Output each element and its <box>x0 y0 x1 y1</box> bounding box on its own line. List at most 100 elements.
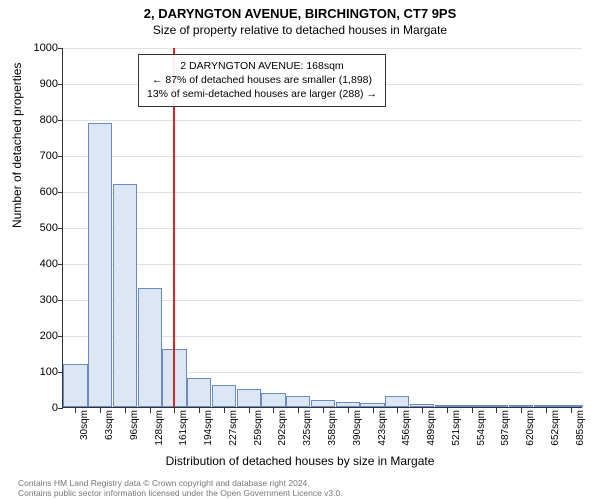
xtick-label: 325sqm <box>302 410 313 446</box>
callout-line: ← 87% of detached houses are smaller (1,… <box>147 73 377 87</box>
gridline <box>63 120 582 121</box>
xtick-label: 161sqm <box>178 410 189 446</box>
annotation-callout: 2 DARYNGTON AVENUE: 168sqm ← 87% of deta… <box>138 54 386 107</box>
histogram-bar <box>509 405 533 407</box>
x-axis-label: Distribution of detached houses by size … <box>0 454 600 468</box>
ytick-label: 700 <box>24 150 58 162</box>
xtick-label: 128sqm <box>154 410 165 446</box>
ytick-mark <box>58 84 63 85</box>
xtick-label: 456sqm <box>401 410 412 446</box>
ytick-label: 300 <box>24 294 58 306</box>
callout-line: 13% of semi-detached houses are larger (… <box>147 87 377 101</box>
gridline <box>63 228 582 229</box>
ytick-mark <box>58 408 63 409</box>
xtick-mark <box>273 408 274 413</box>
gridline <box>63 192 582 193</box>
xtick-mark <box>249 408 250 413</box>
histogram-bar <box>410 404 434 407</box>
footer-line: Contains public sector information licen… <box>18 488 343 498</box>
xtick-mark <box>100 408 101 413</box>
xtick-label: 292sqm <box>277 410 288 446</box>
xtick-mark <box>199 408 200 413</box>
xtick-label: 63sqm <box>104 410 115 440</box>
histogram-bar <box>138 288 162 407</box>
xtick-label: 358sqm <box>327 410 338 446</box>
xtick-mark <box>571 408 572 413</box>
histogram-bar <box>88 123 112 407</box>
ytick-label: 0 <box>24 402 58 414</box>
histogram-bar <box>558 405 582 407</box>
xtick-mark <box>521 408 522 413</box>
xtick-mark <box>298 408 299 413</box>
xtick-mark <box>125 408 126 413</box>
histogram-bar <box>459 405 483 407</box>
xtick-mark <box>546 408 547 413</box>
histogram-bar <box>237 389 261 407</box>
histogram-bar <box>261 393 285 407</box>
ytick-label: 800 <box>24 114 58 126</box>
histogram-bar <box>484 405 508 407</box>
ytick-mark <box>58 156 63 157</box>
xtick-label: 652sqm <box>550 410 561 446</box>
xtick-label: 96sqm <box>129 410 140 440</box>
xtick-label: 423sqm <box>377 410 388 446</box>
ytick-mark <box>58 336 63 337</box>
histogram-bar <box>286 396 310 407</box>
ytick-mark <box>58 264 63 265</box>
callout-line: 2 DARYNGTON AVENUE: 168sqm <box>147 59 377 73</box>
y-axis-label: Number of detached properties <box>10 63 24 228</box>
xtick-mark <box>496 408 497 413</box>
ytick-mark <box>58 192 63 193</box>
ytick-label: 600 <box>24 186 58 198</box>
ytick-label: 1000 <box>24 42 58 54</box>
footer-line: Contains HM Land Registry data © Crown c… <box>18 478 343 488</box>
histogram-bar <box>113 184 137 407</box>
xtick-label: 521sqm <box>451 410 462 446</box>
gridline <box>63 156 582 157</box>
xtick-label: 259sqm <box>253 410 264 446</box>
histogram-bar <box>311 400 335 407</box>
histogram-bar <box>336 402 360 407</box>
xtick-label: 587sqm <box>500 410 511 446</box>
attribution-footer: Contains HM Land Registry data © Crown c… <box>18 478 343 498</box>
histogram-bar <box>534 405 558 407</box>
gridline <box>63 264 582 265</box>
xtick-label: 685sqm <box>575 410 586 446</box>
xtick-mark <box>422 408 423 413</box>
page-title: 2, DARYNGTON AVENUE, BIRCHINGTON, CT7 9P… <box>0 0 600 21</box>
xtick-label: 620sqm <box>525 410 536 446</box>
ytick-mark <box>58 300 63 301</box>
ytick-label: 500 <box>24 222 58 234</box>
ytick-label: 900 <box>24 78 58 90</box>
histogram-bar <box>360 403 384 407</box>
xtick-label: 390sqm <box>352 410 363 446</box>
xtick-label: 227sqm <box>228 410 239 446</box>
histogram-chart: 0100200300400500600700800900100030sqm63s… <box>62 48 582 408</box>
ytick-mark <box>58 228 63 229</box>
page-subtitle: Size of property relative to detached ho… <box>0 21 600 37</box>
xtick-mark <box>224 408 225 413</box>
histogram-bar <box>385 396 409 407</box>
xtick-mark <box>323 408 324 413</box>
xtick-mark <box>397 408 398 413</box>
ytick-label: 100 <box>24 366 58 378</box>
xtick-label: 30sqm <box>79 410 90 440</box>
xtick-mark <box>174 408 175 413</box>
xtick-mark <box>75 408 76 413</box>
xtick-mark <box>472 408 473 413</box>
histogram-bar <box>187 378 211 407</box>
xtick-mark <box>348 408 349 413</box>
gridline <box>63 48 582 49</box>
xtick-mark <box>373 408 374 413</box>
xtick-mark <box>150 408 151 413</box>
ytick-label: 400 <box>24 258 58 270</box>
histogram-bar <box>435 405 459 407</box>
xtick-label: 554sqm <box>476 410 487 446</box>
xtick-label: 489sqm <box>426 410 437 446</box>
ytick-mark <box>58 48 63 49</box>
histogram-bar <box>212 385 236 407</box>
ytick-mark <box>58 120 63 121</box>
ytick-label: 200 <box>24 330 58 342</box>
xtick-label: 194sqm <box>203 410 214 446</box>
histogram-bar <box>63 364 87 407</box>
